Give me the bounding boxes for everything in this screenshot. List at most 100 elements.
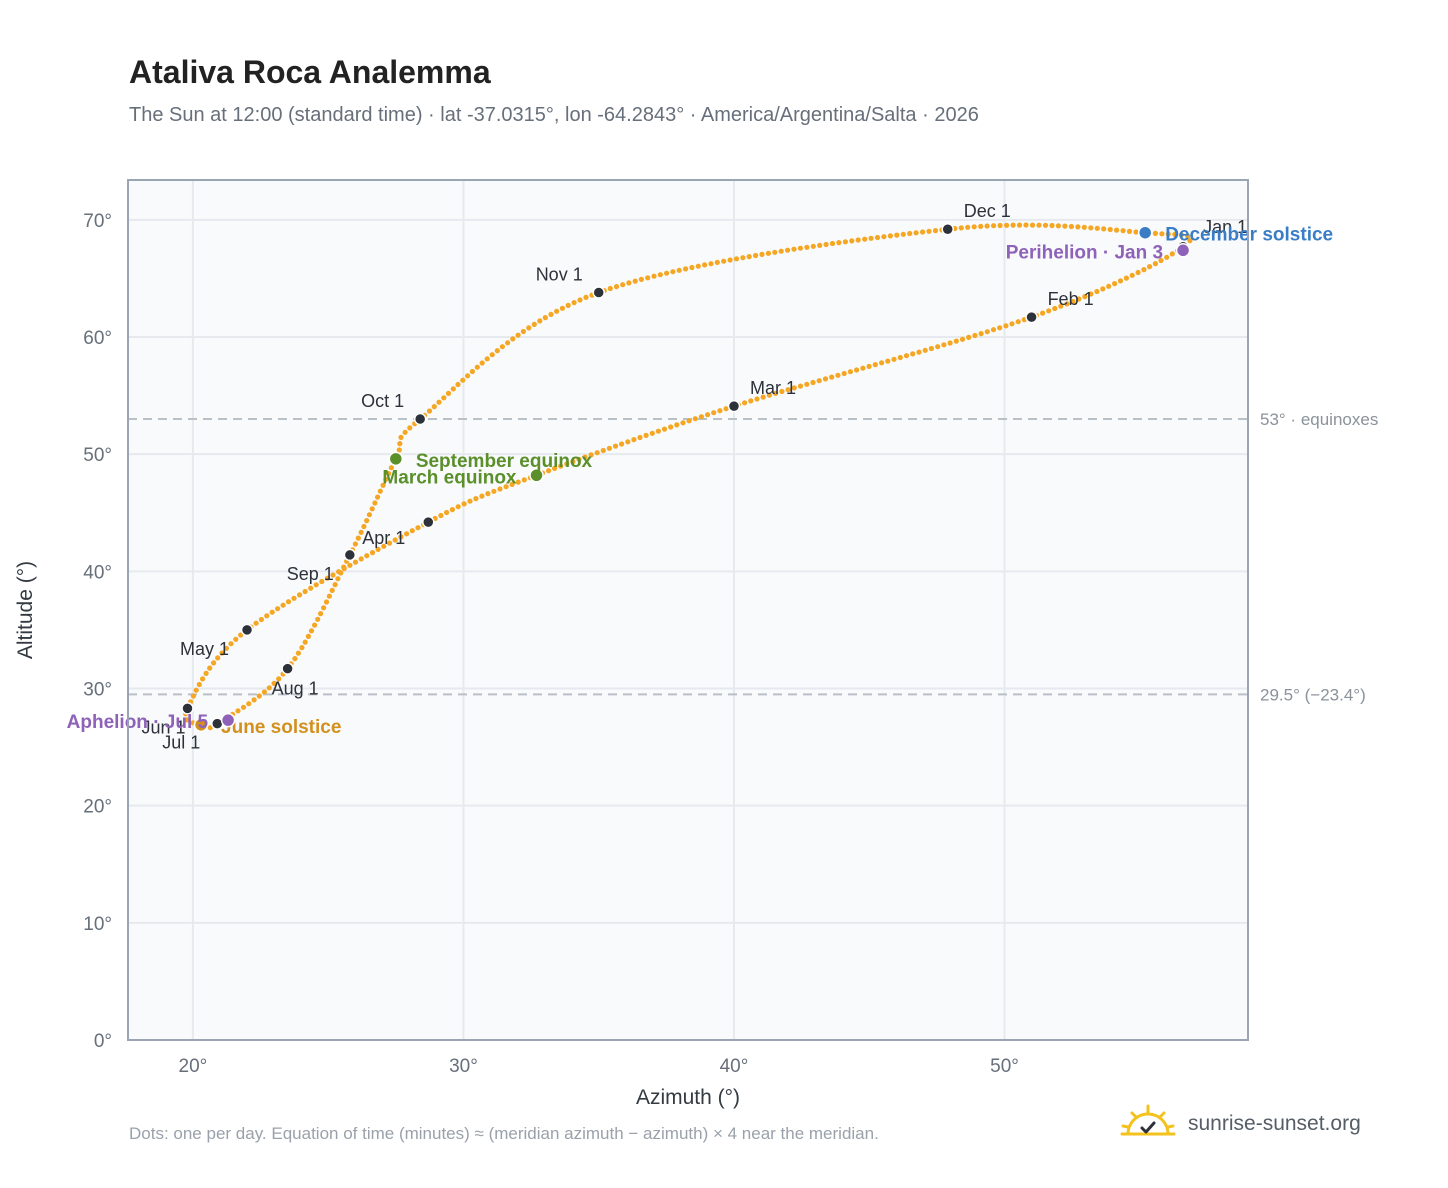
day-dot — [714, 259, 720, 265]
day-dot — [978, 331, 984, 337]
day-dot — [841, 370, 847, 377]
y-tick-label: 50° — [83, 445, 112, 466]
month-marker — [281, 662, 294, 675]
day-dot — [235, 708, 241, 714]
day-dot — [772, 249, 778, 255]
day-dot — [330, 572, 336, 578]
day-dot — [577, 297, 583, 303]
day-dot — [655, 428, 662, 434]
day-dot — [485, 491, 491, 497]
day-dot — [332, 582, 338, 588]
day-dot — [1169, 251, 1175, 257]
day-dot — [520, 328, 527, 335]
day-dot — [377, 488, 383, 494]
day-dot — [835, 372, 841, 378]
day-dot — [874, 234, 881, 241]
month-label: Jul 1 — [162, 733, 200, 753]
day-dot — [338, 570, 344, 576]
day-dot — [1107, 226, 1113, 233]
day-dot — [797, 383, 804, 389]
day-dot — [926, 228, 932, 234]
day-dot — [620, 282, 626, 288]
day-dot — [1064, 301, 1070, 307]
day-dot — [1094, 288, 1100, 295]
day-dot — [868, 235, 874, 241]
day-dot — [676, 267, 682, 273]
y-tick-label: 60° — [83, 328, 112, 349]
day-dot — [302, 588, 308, 595]
day-dot — [959, 336, 966, 342]
day-dot — [1100, 286, 1106, 292]
day-dot — [916, 349, 922, 355]
day-dot — [291, 595, 297, 601]
day-dot — [1114, 227, 1120, 233]
day-dot — [455, 504, 461, 510]
day-dot — [1094, 225, 1100, 231]
day-dot — [779, 388, 785, 395]
day-dot — [1152, 230, 1158, 236]
day-dot — [542, 315, 548, 321]
day-dot — [797, 245, 804, 251]
month-label: Aug 1 — [272, 679, 319, 699]
day-dot — [404, 531, 410, 537]
day-dot — [866, 363, 872, 369]
day-dot — [872, 362, 878, 368]
day-dot — [1152, 261, 1158, 267]
y-tick-label: 20° — [83, 797, 112, 818]
day-dot — [219, 650, 225, 656]
day-dot — [1055, 223, 1061, 229]
day-dot — [651, 273, 657, 279]
x-tick-label: 40° — [720, 1056, 749, 1077]
day-dot — [958, 225, 964, 231]
day-dot — [695, 263, 701, 269]
day-dot — [816, 378, 822, 384]
day-dot — [211, 660, 217, 666]
day-dot — [1076, 296, 1082, 302]
day-dot — [531, 321, 537, 327]
day-dot — [196, 681, 202, 688]
brand[interactable]: sunrise-sunset.org — [1120, 1104, 1361, 1144]
day-dot — [680, 420, 686, 426]
plot-area — [128, 180, 1248, 1040]
day-dot — [1185, 233, 1191, 239]
day-dot — [510, 336, 516, 342]
day-dot — [436, 399, 442, 405]
day-dot — [571, 300, 577, 306]
day-dot — [397, 441, 403, 447]
y-tick-label: 30° — [83, 680, 112, 701]
day-dot — [588, 452, 594, 458]
day-dot — [829, 240, 836, 247]
reference-line-label: 53° · equinoxes — [1260, 410, 1378, 429]
day-dot — [565, 302, 571, 308]
day-dot — [207, 725, 213, 731]
day-dot — [657, 272, 663, 278]
day-dot — [479, 360, 485, 366]
day-dot — [415, 525, 421, 531]
event-marker — [1175, 243, 1191, 258]
day-dot — [426, 408, 433, 414]
day-dot — [347, 562, 353, 568]
day-dot — [1165, 231, 1171, 237]
day-dot — [341, 564, 347, 570]
day-dot — [613, 284, 620, 290]
day-dot — [668, 424, 674, 430]
day-dot — [854, 367, 860, 373]
day-dot — [302, 639, 308, 645]
y-tick-label: 0° — [94, 1031, 112, 1052]
day-dot — [928, 345, 935, 352]
day-dot — [438, 512, 444, 519]
month-label: May 1 — [180, 639, 229, 659]
day-dot — [484, 356, 490, 362]
day-dot — [746, 254, 752, 260]
day-dot — [740, 255, 746, 261]
day-dot — [355, 535, 361, 541]
day-dot — [329, 587, 335, 594]
day-dot — [261, 689, 267, 695]
day-dot — [754, 396, 760, 402]
day-dot — [570, 459, 576, 465]
day-dot — [537, 318, 543, 324]
day-dot — [708, 261, 714, 267]
day-dot — [460, 377, 466, 383]
day-dot — [941, 342, 947, 348]
